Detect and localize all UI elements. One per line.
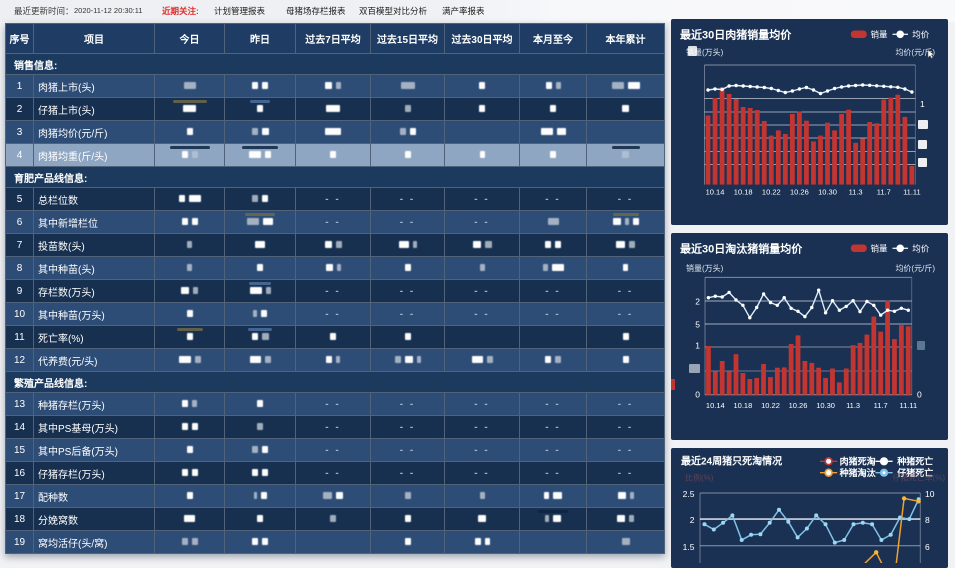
svg-text:10.22: 10.22 — [762, 188, 781, 197]
svg-text:0: 0 — [917, 390, 922, 400]
svg-text:种猪死亡: 种猪死亡 — [896, 456, 933, 467]
svg-text:5: 5 — [695, 320, 700, 330]
svg-text:2: 2 — [690, 515, 695, 525]
svg-text:最近30日肉猪销量均价: 最近30日肉猪销量均价 — [680, 28, 792, 42]
svg-text:最近24周猪只死淘情况: 最近24周猪只死淘情况 — [681, 455, 782, 468]
svg-text:仔猪死亡率(%): 仔猪死亡率(%) — [893, 473, 946, 483]
svg-text:销量(万头): 销量(万头) — [686, 47, 724, 57]
svg-text:0: 0 — [695, 390, 700, 400]
svg-text:11.11: 11.11 — [899, 401, 917, 410]
svg-text:6: 6 — [925, 542, 930, 552]
svg-text:11.3: 11.3 — [846, 401, 860, 410]
svg-text:1.5: 1.5 — [683, 542, 695, 552]
svg-text:种猪淘汰: 种猪淘汰 — [839, 467, 877, 478]
svg-text:10.26: 10.26 — [790, 188, 809, 197]
svg-text:8: 8 — [925, 515, 930, 525]
svg-text:均价(元/斤): 均价(元/斤) — [895, 263, 935, 273]
svg-text:10.30: 10.30 — [818, 188, 837, 197]
svg-text:销量(万头): 销量(万头) — [686, 263, 724, 273]
svg-text:10.30: 10.30 — [816, 401, 835, 410]
svg-text:11.3: 11.3 — [849, 188, 863, 197]
svg-text:10.18: 10.18 — [734, 401, 753, 410]
svg-text:均价: 均价 — [912, 29, 930, 39]
svg-text:2.5: 2.5 — [683, 489, 695, 499]
svg-text:比例(%): 比例(%) — [685, 473, 714, 483]
svg-text:均价: 均价 — [912, 243, 930, 253]
svg-text:均价(元/斤): 均价(元/斤) — [895, 47, 935, 57]
svg-text:肉猪死淘: 肉猪死淘 — [840, 456, 876, 467]
svg-text:销量: 销量 — [871, 29, 889, 39]
svg-text:10.26: 10.26 — [789, 401, 808, 410]
svg-text:11.7: 11.7 — [877, 188, 891, 197]
svg-text:2: 2 — [695, 297, 700, 307]
svg-text:10.22: 10.22 — [761, 401, 780, 410]
svg-text:仔猪死亡: 仔猪死亡 — [897, 467, 933, 478]
svg-text:1: 1 — [695, 341, 700, 351]
svg-text:最近30日淘汰猪销量均价: 最近30日淘汰猪销量均价 — [680, 242, 803, 256]
svg-text:10.18: 10.18 — [734, 188, 753, 197]
svg-text:销量: 销量 — [871, 243, 889, 253]
svg-text:10.14: 10.14 — [706, 188, 725, 197]
svg-text:11.11: 11.11 — [903, 188, 921, 197]
svg-text:10: 10 — [925, 489, 935, 499]
svg-text:1: 1 — [920, 99, 925, 109]
svg-text:10.14: 10.14 — [706, 401, 725, 410]
svg-text:11.7: 11.7 — [874, 401, 888, 410]
